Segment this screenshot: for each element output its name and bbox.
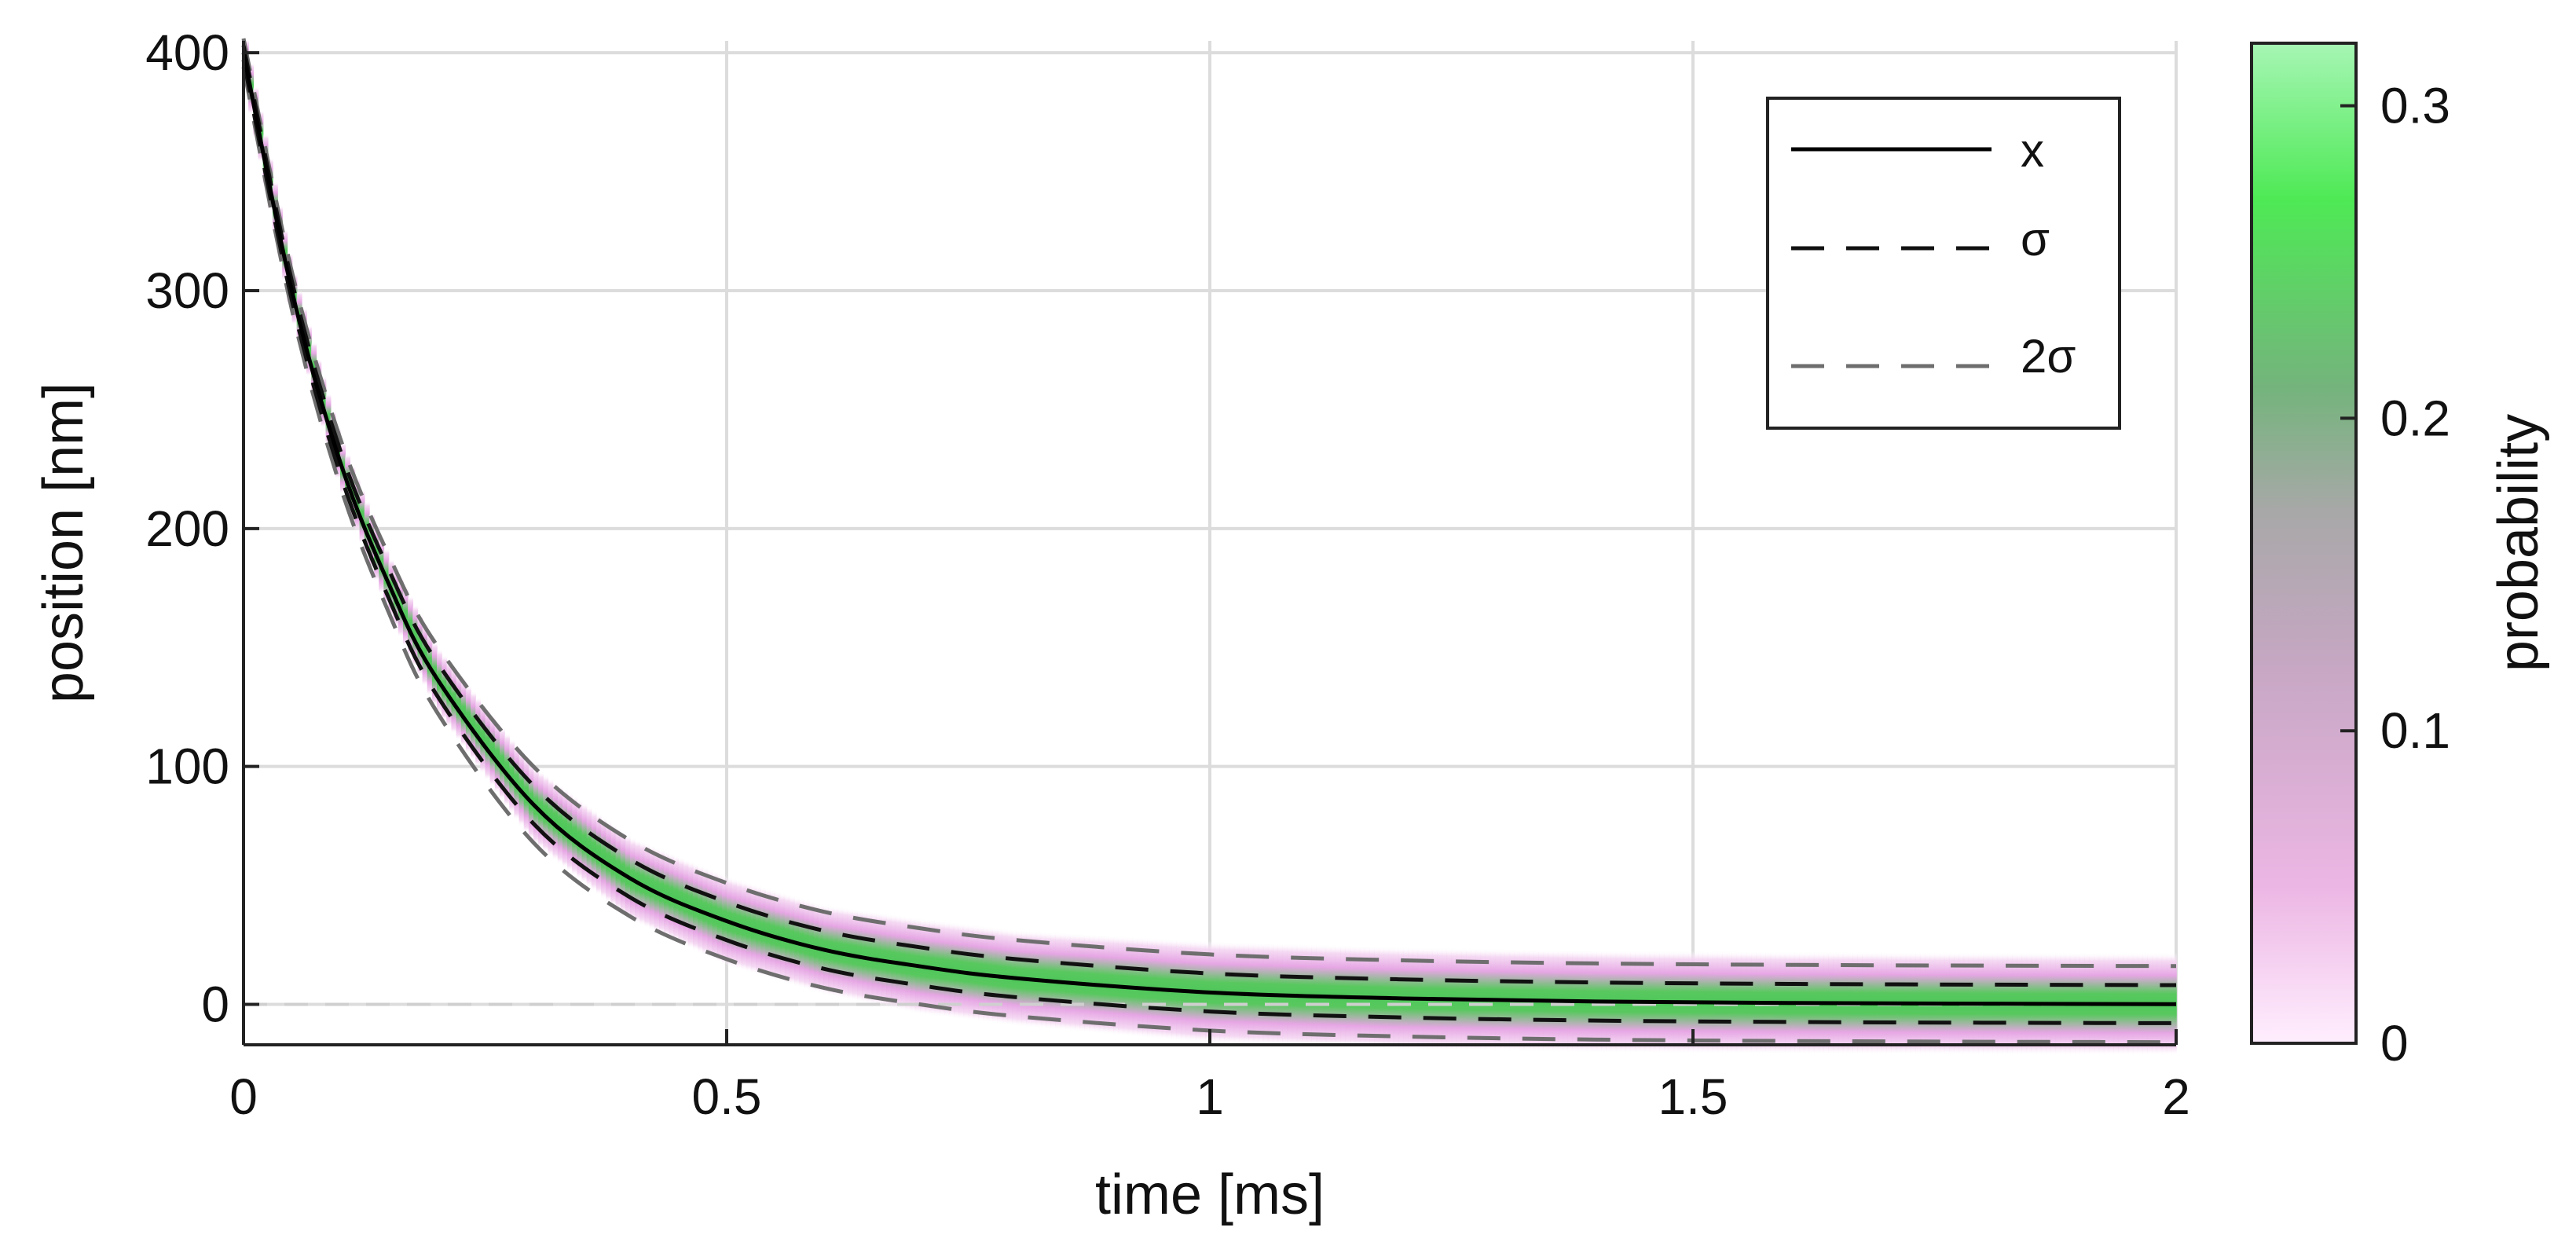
legend-label-x: x xyxy=(2021,124,2044,177)
band-strip-88 xyxy=(669,853,675,940)
band-strip-84 xyxy=(649,845,655,931)
x-tick-label-4: 2 xyxy=(2162,1068,2190,1125)
series-sigma-upper xyxy=(241,45,2177,987)
band-strip-91 xyxy=(683,859,689,947)
band-strip-70 xyxy=(581,803,588,884)
colorbar-tick-label-1: 0.1 xyxy=(2380,702,2450,759)
series-sigma-lower xyxy=(241,59,2177,1025)
colorbar-title: probability xyxy=(2487,414,2550,672)
band-strip-43 xyxy=(451,667,457,735)
y-tick-label-4: 400 xyxy=(145,24,229,81)
colorbar-gradient xyxy=(2250,42,2358,1045)
band-strip-49 xyxy=(480,703,486,774)
band-strip-68 xyxy=(572,796,578,876)
band-strip-54 xyxy=(504,733,511,807)
colorbar-ticks: 0 0.1 0.2 0.3 xyxy=(2340,78,2450,1072)
band-strip-16 xyxy=(321,376,327,428)
band-strip-57 xyxy=(518,751,525,827)
x-axis-title: time [ms] xyxy=(1095,1163,1325,1226)
legend-label-sigma: σ xyxy=(2021,213,2050,266)
y-ticks: 0 100 200 300 400 xyxy=(145,24,259,1033)
band-strip-45 xyxy=(460,679,467,747)
band-strip-75 xyxy=(606,820,612,903)
x-tick-label-3: 1.5 xyxy=(1658,1068,1728,1125)
band-strip-51 xyxy=(489,715,496,787)
series-2sigma-lower xyxy=(241,66,2177,1045)
band-strip-90 xyxy=(678,857,684,944)
band-strip-63 xyxy=(548,778,554,857)
band-strip-72 xyxy=(591,810,597,892)
band-strip-33 xyxy=(402,586,409,647)
band-strip-65 xyxy=(557,785,563,865)
band-strip-25 xyxy=(364,501,370,556)
band-strip-71 xyxy=(586,806,592,888)
y-axis-title: position [nm] xyxy=(32,383,95,703)
band-strip-87 xyxy=(664,851,669,938)
band-strip-47 xyxy=(471,691,476,760)
band-strip-46 xyxy=(465,685,471,754)
legend-label-2sigma: 2σ xyxy=(2021,330,2076,383)
band-strip-86 xyxy=(658,849,665,936)
x-tick-label-2: 1 xyxy=(1196,1068,1224,1125)
band-strip-93 xyxy=(692,863,698,951)
colorbar: 0 0.1 0.2 0.3 probability xyxy=(2250,42,2550,1072)
band-strip-55 xyxy=(509,738,515,814)
band-strip-13 xyxy=(306,324,312,377)
y-tick-label-1: 100 xyxy=(145,738,229,795)
band-strip-92 xyxy=(687,861,694,949)
band-strip-44 xyxy=(456,673,462,741)
band-strip-34 xyxy=(408,595,414,657)
grid-lines xyxy=(244,41,2178,1045)
band-strip-37 xyxy=(422,623,428,687)
colorbar-tick-label-2: 0.2 xyxy=(2380,390,2450,446)
colorbar-tick-label-0: 0 xyxy=(2380,1015,2409,1072)
band-strip-85 xyxy=(654,847,660,933)
band-strip-24 xyxy=(359,489,365,544)
y-tick-label-0: 0 xyxy=(201,976,229,1033)
legend: x σ 2σ xyxy=(1766,97,2121,430)
band-strip-56 xyxy=(514,745,520,820)
band-strip-48 xyxy=(475,697,482,768)
band-strip-14 xyxy=(311,342,317,394)
y-tick-label-3: 300 xyxy=(145,262,229,319)
colorbar-tick-label-3: 0.3 xyxy=(2380,78,2450,134)
series-x-line xyxy=(241,52,2177,1006)
x-tick-label-0: 0 xyxy=(229,1068,258,1125)
band-strip-52 xyxy=(494,720,500,793)
band-strip-23 xyxy=(354,477,361,532)
legend-box xyxy=(1766,97,2121,430)
band-strip-66 xyxy=(562,789,568,869)
band-strip-36 xyxy=(417,614,423,676)
band-strip-62 xyxy=(543,775,549,853)
series-2sigma-upper xyxy=(241,38,2177,969)
band-strip-74 xyxy=(601,817,607,899)
band-strip-89 xyxy=(673,855,680,942)
band-strip-53 xyxy=(499,727,505,801)
band-strip-76 xyxy=(610,824,617,907)
band-strip-64 xyxy=(552,782,559,861)
band-strip-50 xyxy=(485,709,491,781)
band-strip-35 xyxy=(412,605,419,667)
band-strip-67 xyxy=(567,792,573,872)
y-tick-label-2: 200 xyxy=(145,500,229,557)
x-ticks: 0 0.5 1 1.5 2 xyxy=(229,1029,2190,1125)
band-strip-73 xyxy=(595,813,602,896)
series-lines xyxy=(241,38,2177,1045)
band-strip-69 xyxy=(577,799,583,880)
x-tick-label-1: 0.5 xyxy=(692,1068,762,1125)
